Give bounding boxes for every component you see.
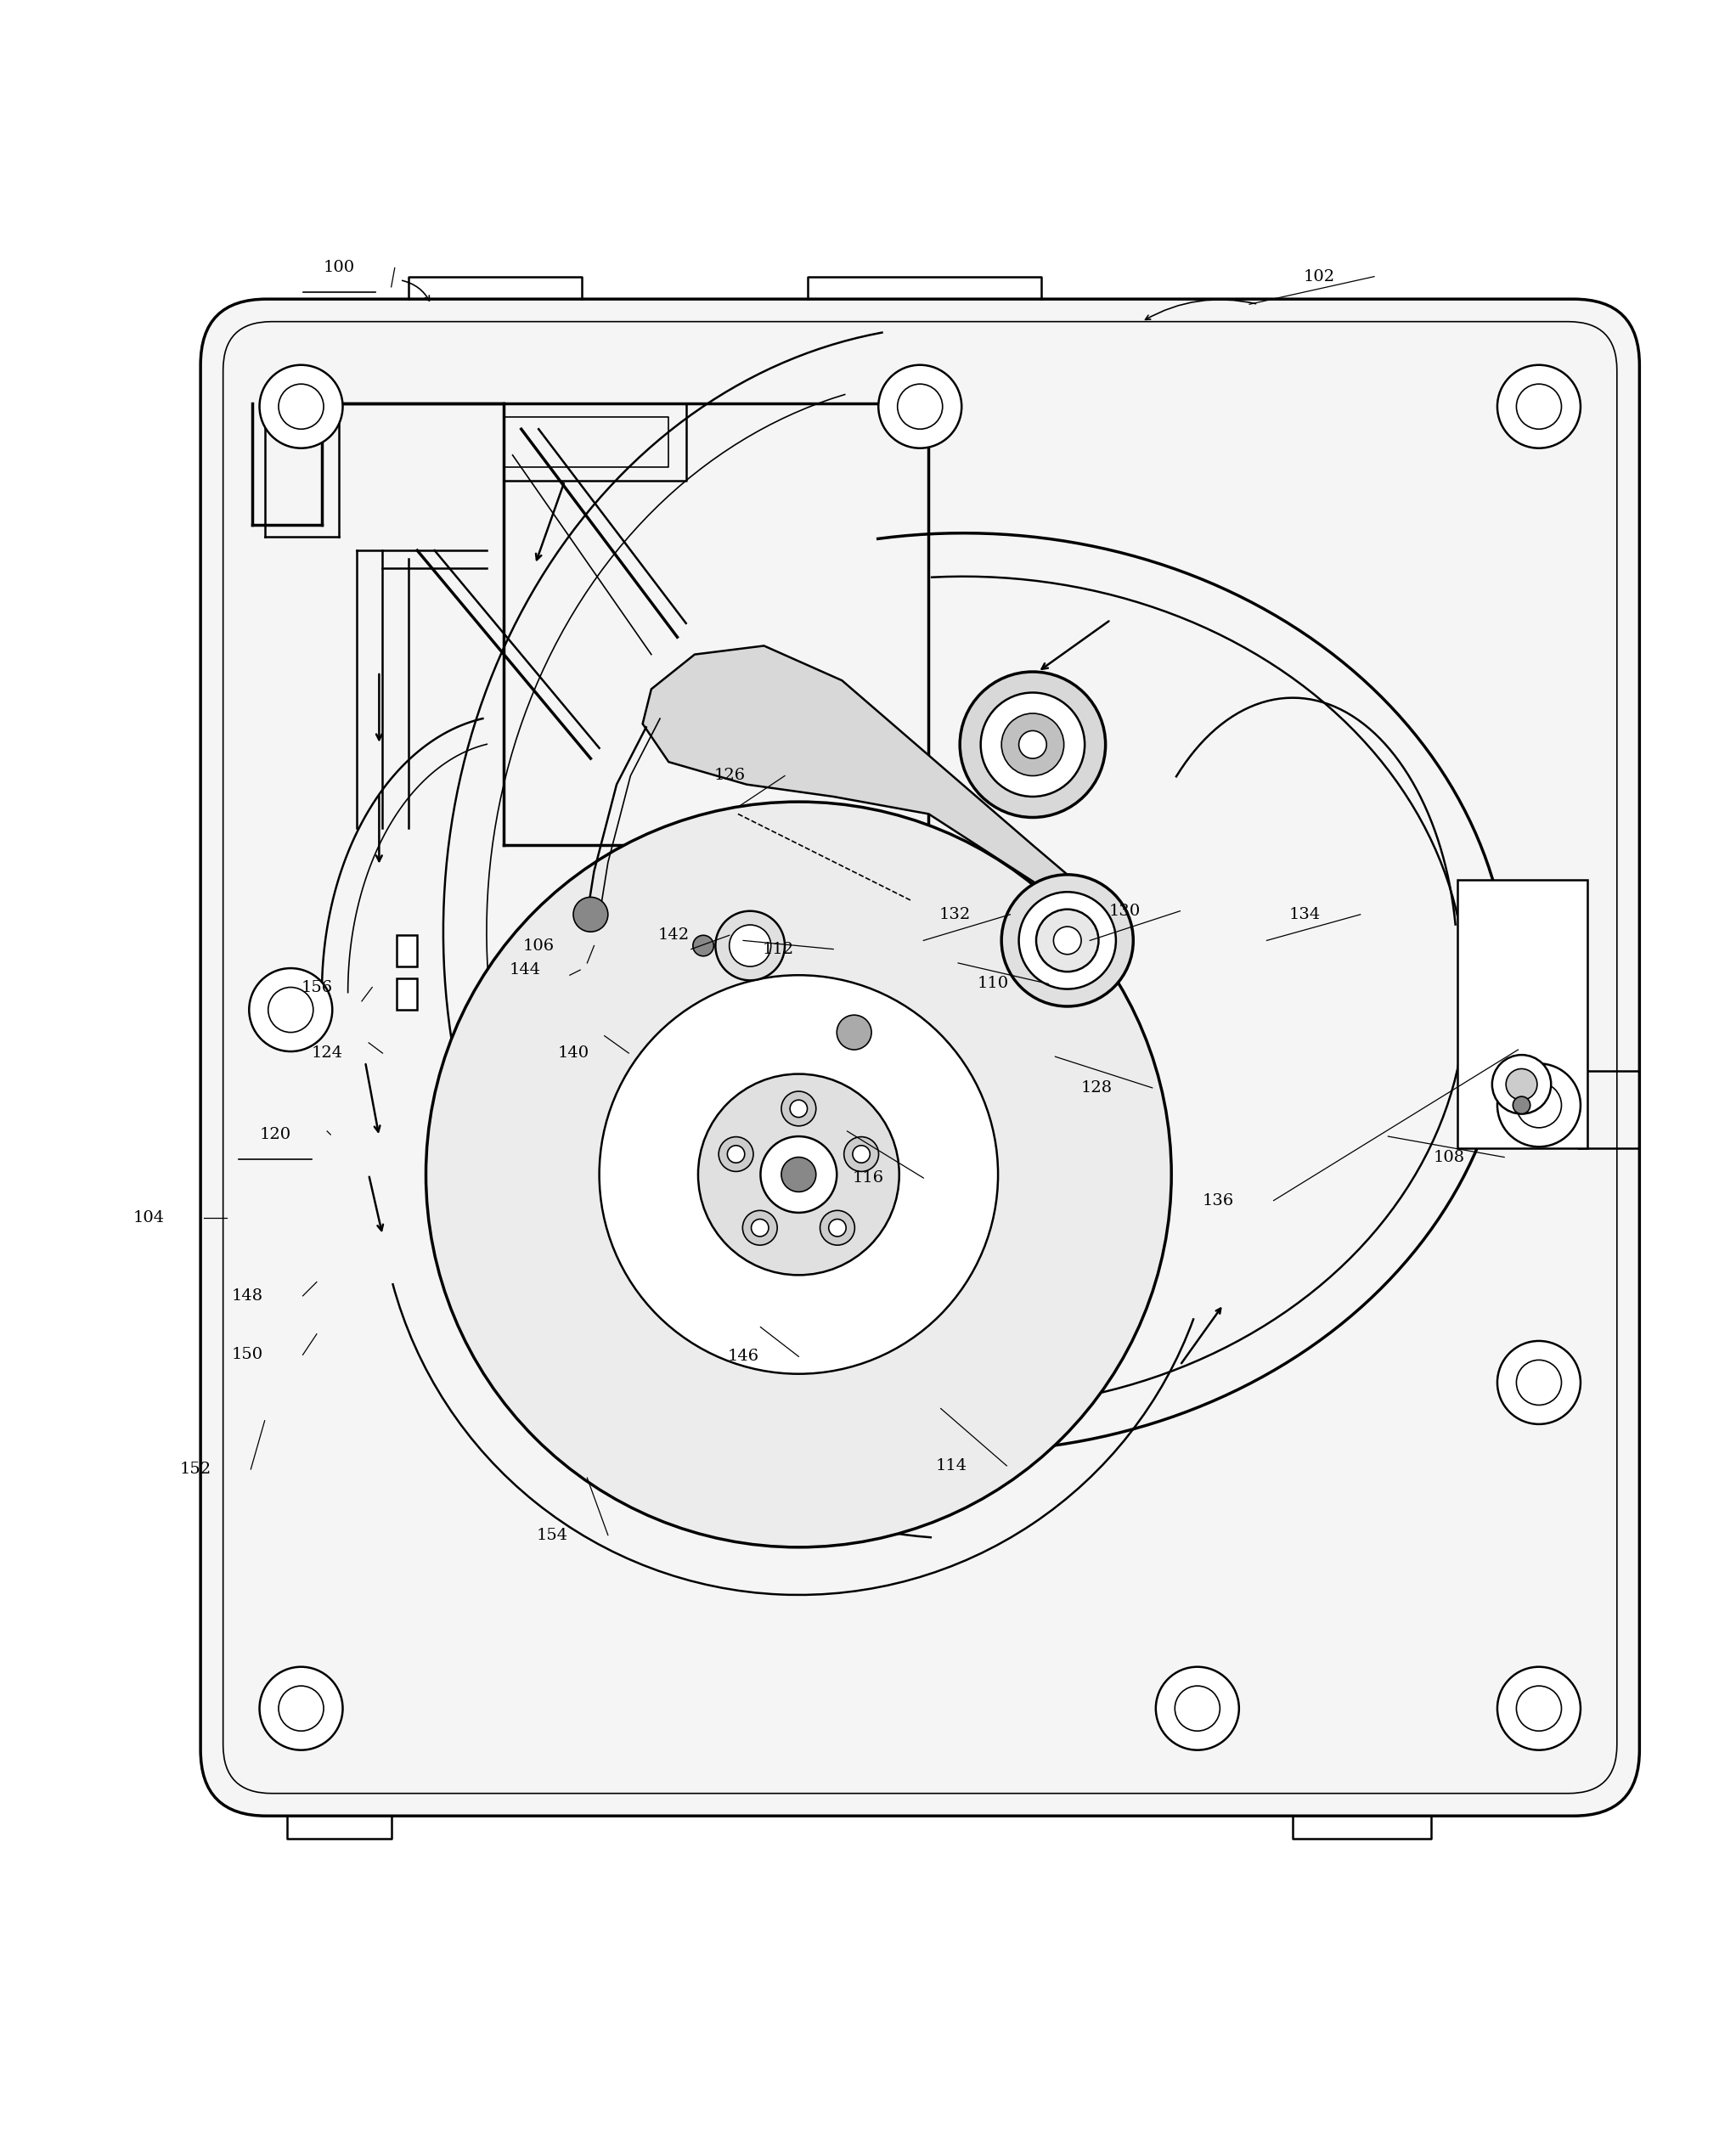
Circle shape	[1516, 383, 1561, 428]
Circle shape	[1493, 1056, 1550, 1113]
Circle shape	[981, 692, 1085, 796]
Circle shape	[1505, 1068, 1536, 1100]
Text: 152: 152	[179, 1462, 212, 1477]
Circle shape	[599, 974, 998, 1375]
Circle shape	[1498, 1668, 1580, 1749]
Text: 124: 124	[311, 1045, 344, 1060]
Text: 110: 110	[977, 976, 1009, 991]
Circle shape	[878, 364, 962, 447]
Circle shape	[819, 1210, 854, 1246]
Text: 132: 132	[939, 908, 970, 923]
Circle shape	[1019, 730, 1047, 758]
Circle shape	[760, 1137, 837, 1212]
Text: 114: 114	[936, 1458, 967, 1473]
Circle shape	[425, 801, 1172, 1548]
Circle shape	[267, 987, 312, 1032]
Text: 120: 120	[259, 1126, 292, 1143]
Text: 102: 102	[1304, 270, 1335, 285]
Text: 150: 150	[231, 1347, 264, 1362]
Circle shape	[278, 1685, 323, 1730]
Circle shape	[844, 1137, 878, 1171]
Circle shape	[1516, 1685, 1561, 1730]
Circle shape	[790, 1100, 807, 1118]
Circle shape	[852, 1145, 870, 1163]
Text: 154: 154	[536, 1527, 568, 1544]
Text: 146: 146	[727, 1349, 759, 1364]
Text: 106: 106	[523, 938, 554, 953]
Text: 108: 108	[1432, 1150, 1465, 1165]
Circle shape	[698, 1075, 899, 1276]
Circle shape	[781, 1156, 816, 1193]
Circle shape	[960, 672, 1106, 818]
Text: 136: 136	[1203, 1193, 1234, 1208]
Circle shape	[278, 383, 323, 428]
Circle shape	[1019, 893, 1116, 989]
Circle shape	[729, 925, 771, 966]
Circle shape	[1002, 713, 1064, 775]
Circle shape	[693, 936, 713, 957]
Circle shape	[1498, 1340, 1580, 1424]
Circle shape	[1175, 1685, 1220, 1730]
Bar	[396, 978, 417, 1011]
Circle shape	[727, 1145, 745, 1163]
Text: 128: 128	[1082, 1081, 1113, 1096]
Text: 130: 130	[1109, 904, 1141, 918]
Circle shape	[1002, 876, 1134, 1006]
Circle shape	[1036, 910, 1099, 972]
Circle shape	[1512, 1096, 1529, 1113]
Polygon shape	[642, 647, 1076, 910]
Text: 156: 156	[300, 981, 333, 996]
Circle shape	[837, 1015, 871, 1049]
Circle shape	[828, 1218, 845, 1237]
Text: 144: 144	[509, 961, 540, 978]
Text: 126: 126	[713, 769, 745, 784]
Circle shape	[715, 912, 785, 981]
Circle shape	[259, 1668, 342, 1749]
Circle shape	[1498, 1064, 1580, 1148]
Circle shape	[781, 1092, 816, 1126]
Circle shape	[248, 968, 332, 1051]
Circle shape	[1516, 1083, 1561, 1128]
Circle shape	[719, 1137, 753, 1171]
Circle shape	[898, 383, 943, 428]
Circle shape	[1516, 1360, 1561, 1404]
Bar	[396, 936, 417, 966]
Text: 134: 134	[1290, 908, 1321, 923]
Text: 140: 140	[557, 1045, 589, 1060]
Text: 116: 116	[852, 1171, 884, 1186]
Circle shape	[259, 364, 342, 447]
Text: 142: 142	[658, 927, 689, 942]
Circle shape	[573, 897, 608, 931]
Text: 112: 112	[762, 942, 793, 957]
FancyBboxPatch shape	[201, 300, 1639, 1816]
Circle shape	[752, 1218, 769, 1237]
Circle shape	[1498, 364, 1580, 447]
Text: 148: 148	[231, 1289, 264, 1304]
Circle shape	[743, 1210, 778, 1246]
Text: 100: 100	[323, 261, 354, 276]
Bar	[1458, 880, 1587, 1148]
Text: 104: 104	[132, 1210, 165, 1225]
Circle shape	[1156, 1668, 1240, 1749]
Circle shape	[1054, 927, 1082, 955]
